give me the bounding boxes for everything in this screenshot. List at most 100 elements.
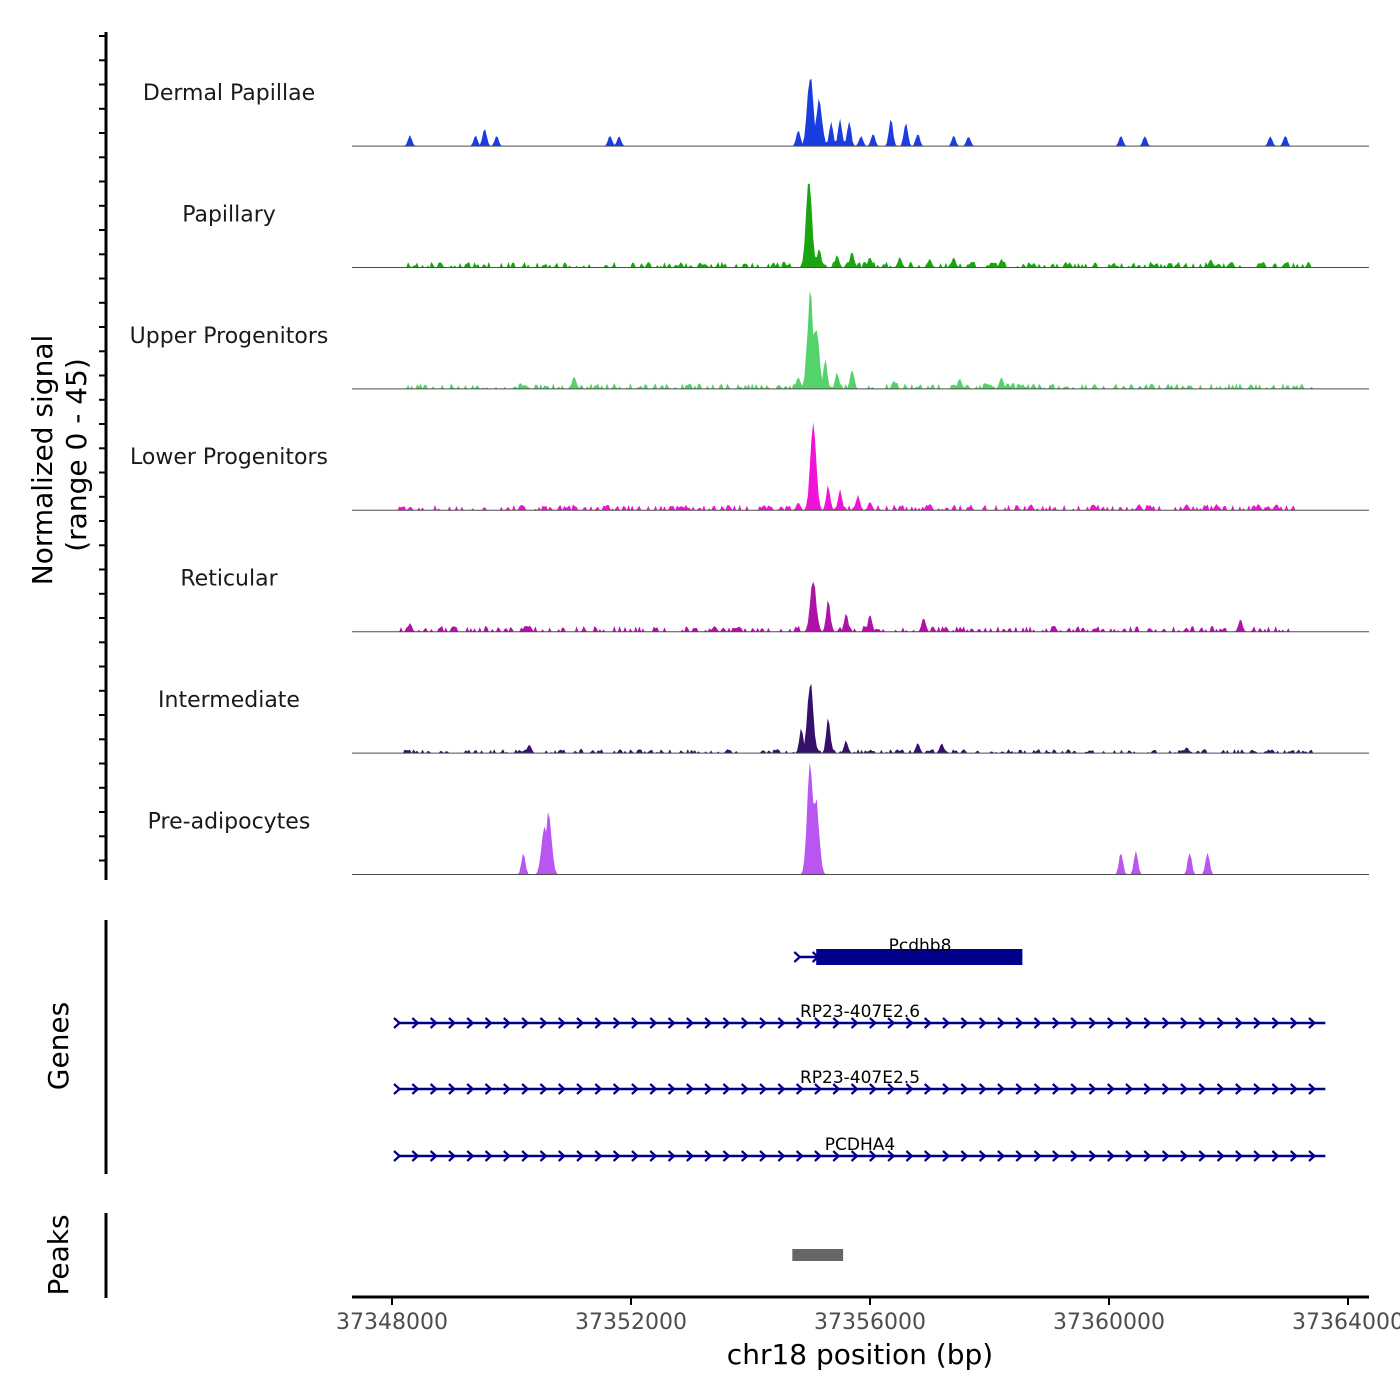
strand-arrow xyxy=(832,1017,841,1029)
signal-track: Papillary xyxy=(182,183,1369,268)
strand-arrow xyxy=(814,1150,823,1162)
strand-arrow xyxy=(411,1083,420,1095)
strand-arrow xyxy=(1253,1083,1262,1095)
signal-area xyxy=(392,762,1342,875)
strand-arrow xyxy=(411,1017,420,1029)
y-axis-title: Normalized signal xyxy=(26,335,59,586)
strand-arrow xyxy=(1015,1083,1024,1095)
strand-arrow xyxy=(1070,1083,1079,1095)
strand-arrow xyxy=(923,1017,932,1029)
strand-arrow xyxy=(1235,1017,1243,1029)
strand-arrow xyxy=(1271,1017,1280,1029)
strand-arrow xyxy=(1033,1150,1042,1162)
strand-arrow xyxy=(832,1083,841,1095)
strand-arrow xyxy=(960,1150,969,1162)
y-axis-subtitle: (range 0 - 45) xyxy=(60,358,93,552)
strand-arrow xyxy=(1143,1017,1152,1029)
strand-arrow xyxy=(1143,1083,1152,1095)
strand-arrow xyxy=(850,1083,859,1095)
strand-arrow xyxy=(1289,1017,1298,1029)
strand-arrow xyxy=(1033,1017,1042,1029)
signal-panel: Dermal Papillae Papillary Upper Progenitor… xyxy=(130,78,1369,875)
strand-arrow xyxy=(978,1150,987,1162)
strand-arrow xyxy=(393,1017,402,1029)
track-label: Intermediate xyxy=(158,688,300,713)
strand-arrow xyxy=(1180,1017,1189,1029)
strand-arrow xyxy=(466,1017,475,1029)
gene-feature: Pcdhb8 xyxy=(793,936,1023,965)
strand-arrow xyxy=(832,1150,841,1162)
strand-arrow xyxy=(921,951,930,963)
strand-arrow xyxy=(1216,1017,1225,1029)
signal-area xyxy=(392,684,1342,754)
strand-arrow xyxy=(759,1017,768,1029)
strand-arrow xyxy=(811,951,820,963)
strand-arrow xyxy=(1271,1083,1280,1095)
strand-arrow xyxy=(576,1083,585,1095)
track-label: Pre-adipocytes xyxy=(148,809,311,834)
strand-arrow xyxy=(393,1083,402,1095)
strand-arrow xyxy=(667,1083,676,1095)
signal-track: Pre-adipocytes xyxy=(148,762,1369,875)
gene-label: RP23-407E2.6 xyxy=(800,1002,920,1022)
strand-arrow xyxy=(1143,1150,1152,1162)
signal-track: Reticular xyxy=(180,567,1369,633)
x-tick-label: 37364000 xyxy=(1292,1310,1400,1335)
strand-arrow xyxy=(795,1150,804,1162)
strand-arrow xyxy=(1106,1083,1115,1095)
strand-arrow xyxy=(704,1017,713,1029)
track-label: Papillary xyxy=(182,202,276,227)
x-tick-label: 37356000 xyxy=(814,1310,926,1335)
strand-arrow xyxy=(649,1083,658,1095)
strand-arrow xyxy=(411,1150,420,1162)
strand-arrow xyxy=(740,1150,749,1162)
strand-arrow xyxy=(1253,1150,1262,1162)
strand-arrow xyxy=(795,1083,804,1095)
strand-arrow xyxy=(994,951,1003,963)
strand-arrow xyxy=(814,1083,823,1095)
signal-area xyxy=(392,291,1342,389)
signal-track: Dermal Papillae xyxy=(143,78,1369,147)
strand-arrow xyxy=(887,1083,896,1095)
strand-arrow xyxy=(429,1017,438,1029)
strand-arrow xyxy=(1052,1083,1060,1095)
strand-arrow xyxy=(649,1150,658,1162)
signal-track: Upper Progenitors xyxy=(130,291,1369,390)
strand-arrow xyxy=(594,1017,603,1029)
strand-arrow xyxy=(722,1017,731,1029)
strand-arrow xyxy=(1033,1083,1042,1095)
peak-region xyxy=(792,1249,844,1261)
x-axis: 37348000 37352000 37356000 37360000 37364000 xyxy=(336,1295,1400,1335)
strand-arrow xyxy=(960,1083,969,1095)
strand-arrow xyxy=(869,1150,877,1162)
y-axis-ticks xyxy=(99,35,106,862)
strand-arrow xyxy=(795,1017,804,1029)
strand-arrow xyxy=(539,1017,548,1029)
strand-arrow xyxy=(887,1017,896,1029)
strand-arrow xyxy=(885,951,893,963)
strand-arrow xyxy=(942,1150,951,1162)
x-tick-label: 37360000 xyxy=(1053,1310,1165,1335)
strand-arrow xyxy=(1161,1150,1170,1162)
strand-arrow xyxy=(1070,1017,1079,1029)
signal-track: Lower Progenitors xyxy=(130,422,1369,511)
strand-arrow xyxy=(1253,1017,1262,1029)
peaks-panel-title: Peaks xyxy=(42,1214,75,1295)
strand-arrow xyxy=(1013,951,1022,963)
strand-arrow xyxy=(429,1083,438,1095)
strand-arrow xyxy=(1052,1017,1060,1029)
signal-area xyxy=(392,422,1342,511)
strand-arrow xyxy=(905,1017,914,1029)
strand-arrow xyxy=(939,951,948,963)
strand-arrow xyxy=(814,1017,823,1029)
strand-arrow xyxy=(905,1150,914,1162)
strand-arrow xyxy=(704,1083,713,1095)
strand-arrow xyxy=(503,1083,511,1095)
strand-arrow xyxy=(777,1150,786,1162)
strand-arrow xyxy=(1161,1017,1170,1029)
strand-arrow xyxy=(1198,1017,1207,1029)
peaks-panel: Peaks xyxy=(42,1213,844,1298)
gene-feature: RP23-407E2.6 xyxy=(393,1002,1326,1029)
gene-label: PCDHA4 xyxy=(825,1135,895,1155)
strand-arrow xyxy=(1180,1150,1189,1162)
